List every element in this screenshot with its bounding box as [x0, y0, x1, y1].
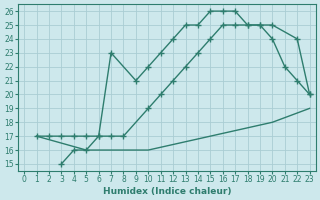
X-axis label: Humidex (Indice chaleur): Humidex (Indice chaleur): [103, 187, 231, 196]
